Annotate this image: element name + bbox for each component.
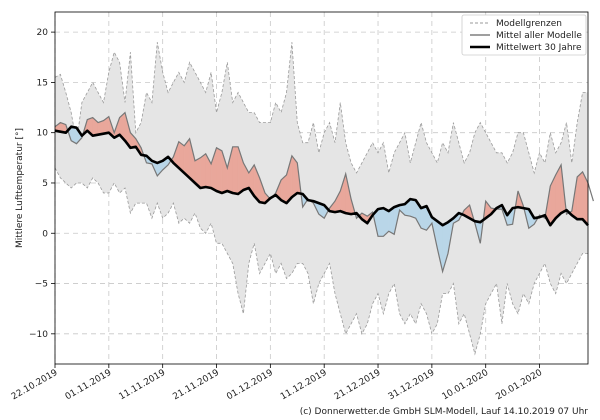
- x-tick-label: 01.11.2019: [64, 368, 114, 403]
- anomaly-segment: [216, 147, 223, 194]
- legend-box: [461, 14, 587, 56]
- x-tick-label: 11.11.2019: [118, 368, 168, 403]
- plot-frame: [54, 11, 589, 365]
- legend-label-bounds: Modellgrenzen: [496, 19, 562, 29]
- model-bounds-band: [55, 42, 588, 354]
- x-tick-label: 31.12.2019: [387, 368, 437, 403]
- x-axis-ticks: 22.10.2019 01.11.2019 11.11.2019 21.11.2019…: [10, 364, 544, 402]
- mean-30-years-line: [54, 125, 589, 227]
- x-tick-label: 11.12.2019: [279, 368, 329, 403]
- y-tick-label: 0: [42, 229, 48, 239]
- y-tick-label: −5: [35, 280, 48, 290]
- y-tick-label: −10: [29, 330, 48, 340]
- anomaly-segment: [420, 205, 427, 231]
- footer-credit: (c) Donnerwetter.de GmbH SLM-Modell, Lau…: [300, 407, 589, 417]
- y-tick-label: 15: [37, 78, 48, 88]
- anomaly-segment: [410, 198, 416, 219]
- x-tick-label: 10.01.2020: [441, 368, 491, 403]
- y-tick-label: 10: [37, 129, 49, 139]
- model-lower-bound-line: [54, 167, 588, 356]
- anomaly-segment: [577, 171, 583, 220]
- y-tick-label: 5: [42, 179, 48, 189]
- y-tick-label: 20: [37, 28, 49, 38]
- legend: Modellgrenzen Mittel aller Modelle Mitte…: [461, 14, 587, 56]
- legend-label-mean-models: Mittel aller Modelle: [496, 31, 582, 41]
- x-tick-label: 01.12.2019: [225, 368, 275, 403]
- y-axis-ticks: −10 −5 0 5 10 15 20: [29, 28, 55, 340]
- legend-label-mean-30y: Mittelwert 30 Jahre: [496, 43, 582, 53]
- y-axis-label: Mittlere Lufttemperatur [°]: [15, 128, 25, 248]
- anomaly-segment: [232, 146, 239, 195]
- anomaly-segment: [200, 153, 206, 189]
- x-tick-label: 21.11.2019: [171, 368, 221, 403]
- x-tick-label: 21.12.2019: [333, 368, 383, 403]
- anomaly-segment: [377, 207, 384, 237]
- x-tick-label: 20.01.2020: [494, 368, 544, 403]
- mean-all-models-line: [54, 111, 594, 274]
- x-tick-label: 22.10.2019: [10, 368, 60, 403]
